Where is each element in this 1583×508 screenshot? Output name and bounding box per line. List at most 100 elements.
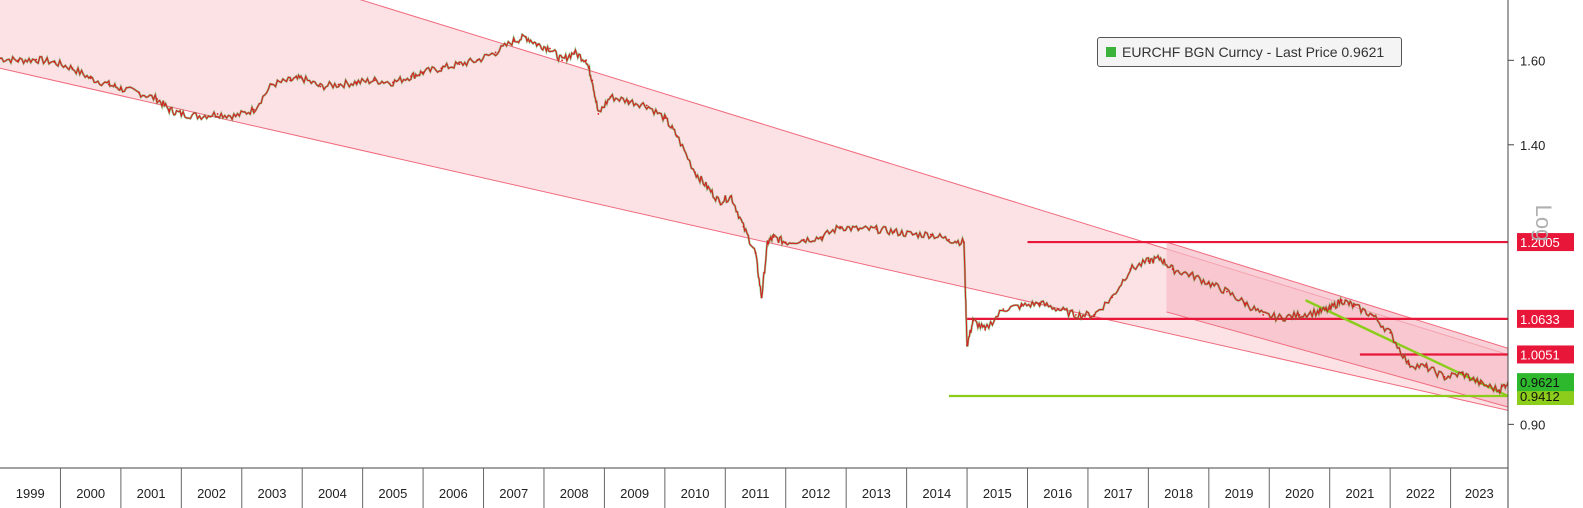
price-point <box>198 115 201 117</box>
price-point <box>1316 311 1319 313</box>
price-point <box>1111 296 1114 299</box>
channel-lower-edge <box>0 67 1508 411</box>
x-tick-label-2019: 2019 <box>1225 486 1254 501</box>
price-line <box>0 33 1508 395</box>
price-point <box>802 238 805 241</box>
x-tick-label-2016: 2016 <box>1043 486 1072 501</box>
price-series <box>0 32 1508 397</box>
price-point <box>524 36 527 38</box>
price-point <box>549 47 551 50</box>
last-price-tag-text: 0.9621 <box>1520 375 1560 390</box>
price-point <box>512 39 515 42</box>
price-point <box>760 296 763 299</box>
price-point <box>754 252 757 254</box>
x-tick-label-2023: 2023 <box>1465 486 1494 501</box>
price-point <box>17 59 20 62</box>
price-point <box>71 67 74 70</box>
price-point <box>337 83 340 86</box>
price-point <box>645 104 648 107</box>
price-point <box>1159 257 1162 260</box>
price-point <box>1147 260 1150 262</box>
price-point <box>772 236 775 238</box>
price-point <box>1340 299 1343 302</box>
price-point <box>107 83 110 86</box>
price-point <box>742 225 745 228</box>
price-point <box>573 51 576 54</box>
price-point <box>1020 305 1023 307</box>
price-point <box>476 59 479 62</box>
price-point <box>1280 316 1283 319</box>
price-point <box>35 58 38 61</box>
price-point <box>591 79 594 82</box>
price-point <box>1425 366 1428 369</box>
level-tag-1.2005 <box>1517 233 1574 252</box>
price-point <box>1498 389 1500 392</box>
x-tick-label-2015: 2015 <box>983 486 1012 501</box>
y-axis-labels: 0.90 1.40 1.60 <box>1508 53 1545 432</box>
price-point <box>1389 331 1392 334</box>
price-point <box>1328 308 1331 310</box>
price-point <box>537 43 539 46</box>
price-point <box>168 108 171 111</box>
price-point <box>1262 313 1265 316</box>
price-point <box>984 328 987 331</box>
channel-lower-edge <box>1166 311 1508 408</box>
x-tick-label-2001: 2001 <box>137 486 166 501</box>
price-point <box>1207 282 1210 285</box>
price-point <box>609 96 612 98</box>
x-tick-label-2011: 2011 <box>742 486 770 501</box>
price-point <box>1461 372 1464 375</box>
level-tag-text-1.2005: 1.2005 <box>1520 235 1560 250</box>
price-point <box>458 63 461 66</box>
price-point <box>89 77 92 80</box>
x-tick-label-2012: 2012 <box>801 486 830 501</box>
price-point <box>180 113 183 115</box>
price-point <box>718 200 721 203</box>
price-point <box>391 81 394 84</box>
price-point <box>821 236 823 238</box>
x-axis-labels: 1999 2000 2001 2002 2003 2004 2005 2006 2007 2008… <box>16 468 1494 508</box>
last-price-tag <box>1517 373 1574 392</box>
level-tag-text-0.9412: 0.9412 <box>1520 389 1560 404</box>
legend-label: EURCHF BGN Curncy - Last Price 0.9621 <box>1122 44 1385 60</box>
price-point <box>1056 308 1059 310</box>
x-tick-label-2009: 2009 <box>620 486 649 501</box>
x-tick-label-2006: 2006 <box>439 486 468 501</box>
price-point <box>839 225 842 228</box>
price-point <box>963 241 965 244</box>
x-tick-label-2003: 2003 <box>258 486 287 501</box>
price-point <box>663 117 666 120</box>
x-tick-label-2002: 2002 <box>197 486 226 501</box>
price-point <box>966 344 968 347</box>
price-point <box>301 77 304 80</box>
price-point <box>857 228 860 231</box>
level-tag-0.9412 <box>1517 387 1574 406</box>
price-point <box>875 228 878 231</box>
price-point <box>216 113 219 115</box>
y-tick-label-0.90: 0.90 <box>1520 417 1545 432</box>
price-point <box>1443 376 1446 378</box>
level-tag-text-1.0051: 1.0051 <box>1520 347 1560 362</box>
price-point <box>893 230 896 233</box>
price-point <box>1298 313 1301 316</box>
price-point <box>1244 302 1246 305</box>
price-point <box>289 79 292 82</box>
x-tick-label-2013: 2013 <box>862 486 891 501</box>
price-point <box>1371 313 1373 316</box>
price-point <box>319 85 322 88</box>
y-tick-label-1.60: 1.60 <box>1520 53 1545 68</box>
price-point <box>1074 313 1077 316</box>
x-tick-label-2010: 2010 <box>681 486 710 501</box>
price-point <box>53 61 56 64</box>
price-point <box>494 51 497 54</box>
y-scale-label: Log <box>1531 204 1556 242</box>
price-point <box>1171 268 1174 271</box>
price-point <box>271 83 273 86</box>
price-point <box>234 115 237 117</box>
price-point <box>119 87 122 90</box>
channel-band <box>0 0 1508 411</box>
level-tag-1.0051 <box>1517 345 1574 364</box>
x-tick-label-2000: 2000 <box>76 486 105 501</box>
level-tag-1.0633 <box>1517 309 1574 328</box>
